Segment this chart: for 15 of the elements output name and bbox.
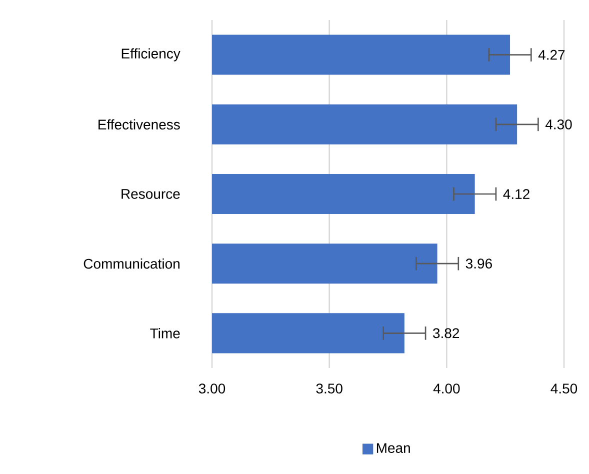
data-label: 3.96 (466, 258, 492, 269)
y-tick-label: Resource (122, 189, 180, 199)
legend-label: Mean (376, 443, 410, 453)
y-tick-label: Time (150, 328, 180, 338)
data-label: 4.12 (503, 189, 530, 199)
y-tick-label: Efficiency (122, 48, 180, 62)
x-tick-label: 3.00 (198, 384, 226, 394)
x-tick-label: 4.00 (433, 384, 460, 394)
y-tick-label: Communication (84, 258, 180, 269)
x-tick-label: 4.50 (550, 384, 578, 394)
data-label: 4.27 (538, 50, 565, 60)
data-label: 4.30 (545, 119, 572, 130)
data-label: 3.82 (433, 328, 460, 338)
y-tick-label: Effectiveness (98, 119, 180, 130)
x-tick-label: 3.50 (316, 384, 342, 394)
